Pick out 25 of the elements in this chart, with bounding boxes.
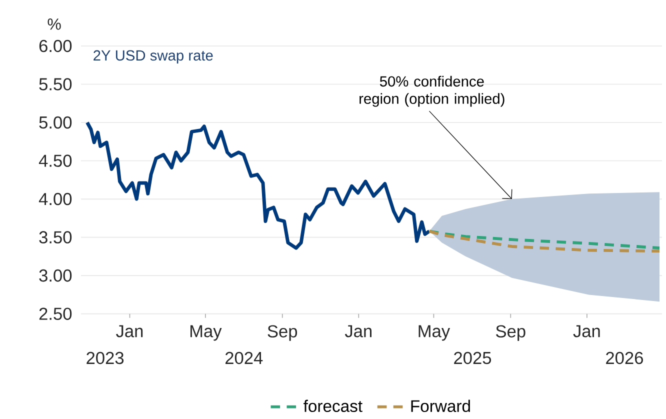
y-tick-label: 5.00 — [39, 116, 72, 129]
y-tick-label: 3.50 — [39, 231, 72, 244]
y-tick-label: 4.50 — [38, 154, 72, 167]
x-tick-label: May — [190, 325, 222, 341]
y-tick-label: 4.00 — [38, 192, 72, 206]
x-tick-label: May — [418, 325, 450, 341]
y-tick-label: 3.00 — [39, 269, 72, 282]
x-tick-label: Jan — [116, 325, 143, 338]
x-tick-label: Jan — [344, 325, 372, 338]
legend-label: forecast — [304, 400, 362, 412]
annotation: 50% confidence region (option implied) — [360, 76, 504, 107]
text: 2024 — [226, 352, 263, 364]
y-tick-label: 5.50 — [39, 78, 72, 90]
text: 2025 — [454, 352, 492, 364]
line-series — [85, 120, 432, 250]
y-tick-label: 2.50 — [39, 308, 72, 320]
x-tick-label: Jan — [573, 325, 600, 338]
y-axis-title: % — [48, 18, 61, 30]
x-tick-label: Sep — [496, 325, 526, 341]
text: 2023 — [86, 352, 124, 364]
y-tick-label: 6.00 — [39, 40, 72, 52]
chart-title: 2Y USD swap rate — [94, 50, 213, 64]
legend-label: Forward — [411, 400, 470, 412]
x-tick-label: Sep — [268, 325, 298, 341]
text: 2026 — [606, 352, 643, 364]
